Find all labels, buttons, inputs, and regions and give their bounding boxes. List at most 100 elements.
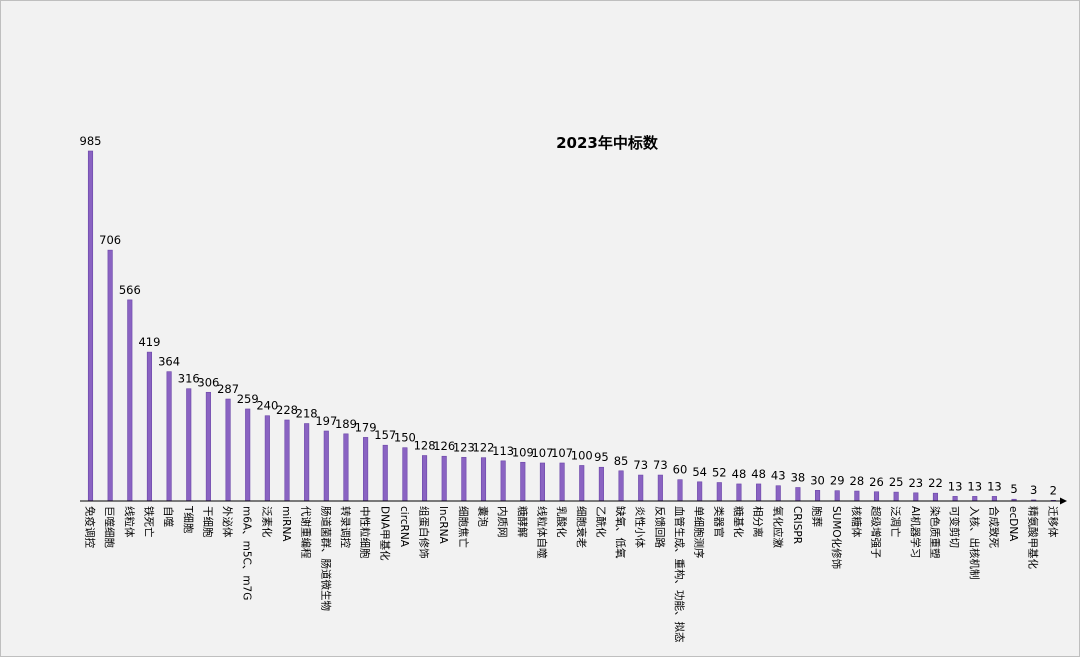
- bar: [952, 496, 958, 502]
- value-label: 316: [178, 372, 200, 386]
- value-label: 13: [967, 479, 982, 493]
- category-label: 泛素化: [260, 506, 273, 538]
- category-label: 缺氧、低氧: [614, 506, 627, 559]
- value-label: 566: [119, 283, 141, 297]
- category-label: 乙酰化: [594, 506, 607, 538]
- bar: [107, 249, 113, 502]
- category-label: 中性粒细胞: [359, 506, 372, 559]
- bar: [873, 491, 880, 502]
- value-label: 100: [571, 448, 593, 462]
- value-label: 43: [771, 469, 786, 483]
- bar: [304, 423, 310, 502]
- chart-title: 2023年中标数: [556, 134, 659, 152]
- bar: [520, 461, 526, 502]
- bar: [480, 457, 487, 502]
- category-labels-group: 免疫调控 巨噬细胞 线粒体 铁死亡 自噬 T细胞 干细胞 外泌体 m6A、m5C、m7G 泛素化 m…: [84, 505, 1060, 643]
- bar: [441, 455, 447, 502]
- category-label: 囊泡: [477, 506, 490, 527]
- bar: [795, 487, 801, 502]
- bar: [618, 470, 624, 502]
- value-label: 28: [850, 474, 865, 488]
- value-label: 126: [433, 439, 455, 453]
- category-label: 精氨酸甲基化: [1027, 506, 1040, 569]
- category-label: 线粒体: [123, 506, 136, 538]
- value-label: 985: [80, 134, 102, 148]
- value-label: 54: [692, 465, 707, 479]
- bar: [579, 465, 585, 502]
- value-label: 109: [512, 445, 534, 459]
- value-labels-group: 9857065664193643163062872592402282181971…: [80, 134, 1057, 497]
- category-label: 炎性小体: [634, 506, 647, 548]
- category-label: 巨噬细胞: [103, 506, 116, 548]
- value-label: 95: [594, 450, 609, 464]
- bar: [146, 351, 152, 502]
- value-label: 150: [394, 431, 416, 445]
- value-label: 25: [889, 475, 904, 489]
- category-label: 代谢重编程: [300, 506, 313, 559]
- category-label: 泛凋亡: [889, 506, 902, 538]
- category-label: 糖酵解: [516, 506, 529, 538]
- category-label: 自噬: [162, 506, 175, 527]
- category-label: 染色质重塑: [928, 506, 941, 559]
- value-label: 706: [99, 233, 121, 247]
- bar: [657, 474, 663, 502]
- category-label: 外泌体: [221, 506, 234, 538]
- category-label: m6A、m5C、m7G: [241, 506, 253, 600]
- category-label: 干细胞: [201, 506, 214, 538]
- bar: [127, 299, 133, 502]
- category-label: CRISPR: [791, 506, 803, 544]
- category-label: 转录调控: [339, 506, 352, 548]
- bar: [677, 479, 683, 502]
- bar: [736, 483, 742, 502]
- category-label: 单细胞测序: [693, 506, 706, 559]
- bar: [834, 490, 840, 502]
- bar: [461, 456, 467, 502]
- value-label: 29: [830, 474, 845, 488]
- bar: [932, 492, 939, 502]
- bar: [539, 462, 546, 502]
- value-label: 60: [673, 463, 688, 477]
- category-label: 组蛋白修饰: [418, 506, 431, 559]
- bar: [225, 398, 231, 502]
- category-label: 反馈回路: [653, 506, 666, 548]
- bar: [638, 474, 644, 502]
- value-label: 259: [237, 392, 259, 406]
- value-label: 218: [296, 407, 318, 421]
- value-label: 189: [335, 417, 357, 431]
- value-label: 38: [791, 470, 806, 484]
- category-label: 乳酸化: [555, 506, 568, 538]
- category-label: 迁移体: [1046, 506, 1059, 538]
- bar: [972, 496, 978, 502]
- category-label: ecDNA: [1007, 506, 1019, 542]
- bar: [264, 415, 270, 502]
- value-label: 128: [414, 439, 436, 453]
- value-label: 287: [217, 382, 239, 396]
- bar: [166, 371, 172, 502]
- bar: [500, 460, 506, 502]
- bar: [245, 408, 251, 502]
- category-label: circRNA: [398, 506, 410, 548]
- category-label: 免疫调控: [84, 506, 97, 548]
- category-label: T细胞: [182, 505, 195, 534]
- category-label: 肠道菌群、肠道微生物: [319, 506, 332, 611]
- category-label: 入核、出核机制: [968, 506, 981, 580]
- value-label: 52: [712, 466, 727, 480]
- bar: [186, 388, 192, 502]
- bar: [559, 462, 565, 502]
- bar: [402, 447, 408, 502]
- category-label: 可变剪切: [948, 506, 961, 548]
- value-label: 2: [1050, 483, 1057, 497]
- category-label: 类器官: [712, 506, 725, 538]
- bar: [343, 433, 349, 502]
- bar: [598, 466, 604, 502]
- category-label: 氧化应激: [771, 506, 784, 548]
- value-label: 107: [531, 446, 553, 460]
- category-label: SUMO化修饰: [830, 506, 843, 569]
- x-axis-arrow-icon: [1060, 497, 1067, 505]
- bar: [697, 481, 703, 502]
- category-label: 超级增强子: [870, 506, 883, 559]
- value-label: 3: [1030, 483, 1037, 497]
- category-label: lncRNA: [437, 506, 449, 544]
- category-label: 细胞焦亡: [457, 506, 470, 548]
- bar: [814, 490, 821, 502]
